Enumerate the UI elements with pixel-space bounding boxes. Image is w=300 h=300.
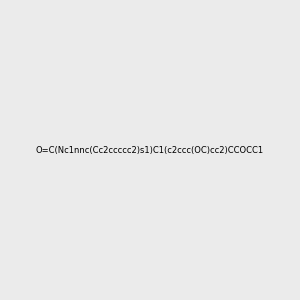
Text: O=C(Nc1nnc(Cc2ccccc2)s1)C1(c2ccc(OC)cc2)CCOCC1: O=C(Nc1nnc(Cc2ccccc2)s1)C1(c2ccc(OC)cc2)…: [36, 146, 264, 154]
